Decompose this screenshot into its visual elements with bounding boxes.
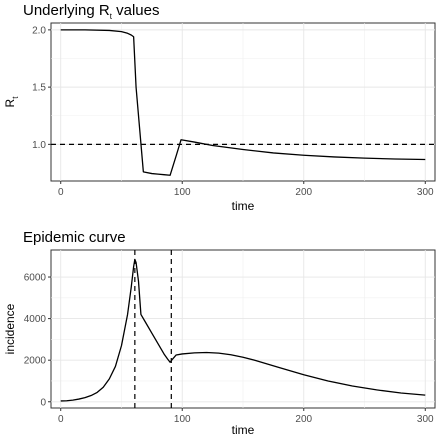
incidence-series-line-1 — [60, 258, 426, 402]
incidence-series — [60, 258, 426, 402]
incidence-panel: Epidemic curve 0 100 200 300 0200040006000 … — [3, 229, 436, 437]
rt-y-axis-label: Rt — [3, 96, 20, 108]
incidence-y-tick-label: 6000 — [24, 273, 47, 284]
incidence-y-tick-label: 4000 — [24, 314, 47, 325]
rt-x-tick-label: 100 — [174, 187, 191, 198]
incidence-y-tick-label: 2000 — [24, 356, 47, 367]
rt-x-tick-label: 300 — [417, 187, 434, 198]
rt-series — [60, 29, 426, 176]
rt-y-tick-label: 1.5 — [32, 83, 46, 94]
rt-panel: Underlying Rt values 0 100 200 300 1.0 1.5 2.… — [3, 2, 436, 213]
rt-title-subscript: t — [110, 12, 113, 21]
incidence-x-ticks: 0 100 200 300 — [58, 408, 434, 425]
incidence-y-tick-label: 0 — [40, 397, 46, 408]
rt-x-tick-label: 200 — [295, 187, 312, 198]
incidence-y-ticks: 0 2000 4000 6000 — [24, 273, 51, 408]
incidence-gridlines — [51, 250, 435, 408]
rt-title: Underlying Rt values — [23, 2, 159, 21]
incidence-x-tick-label: 0 — [58, 414, 64, 425]
incidence-x-tick-label: 300 — [417, 414, 434, 425]
rt-x-tick-label: 0 — [58, 187, 64, 198]
rt-y-ticks: 1.0 1.5 2.0 — [32, 25, 51, 151]
rt-y-tick-label: 2.0 — [32, 25, 46, 36]
incidence-x-tick-label: 200 — [295, 414, 312, 425]
rt-x-axis-label: time — [232, 199, 255, 213]
incidence-title: Epidemic curve — [23, 229, 126, 246]
rt-series-line-1 — [60, 29, 426, 176]
incidence-x-tick-label: 100 — [174, 414, 191, 425]
rt-y-tick-label: 1.0 — [32, 140, 46, 151]
rt-x-ticks: 0 100 200 300 — [58, 181, 434, 198]
rt-y-axis-label-subscript: t — [11, 96, 20, 99]
incidence-x-axis-label: time — [232, 423, 255, 437]
incidence-y-axis-label: incidence — [3, 303, 17, 354]
